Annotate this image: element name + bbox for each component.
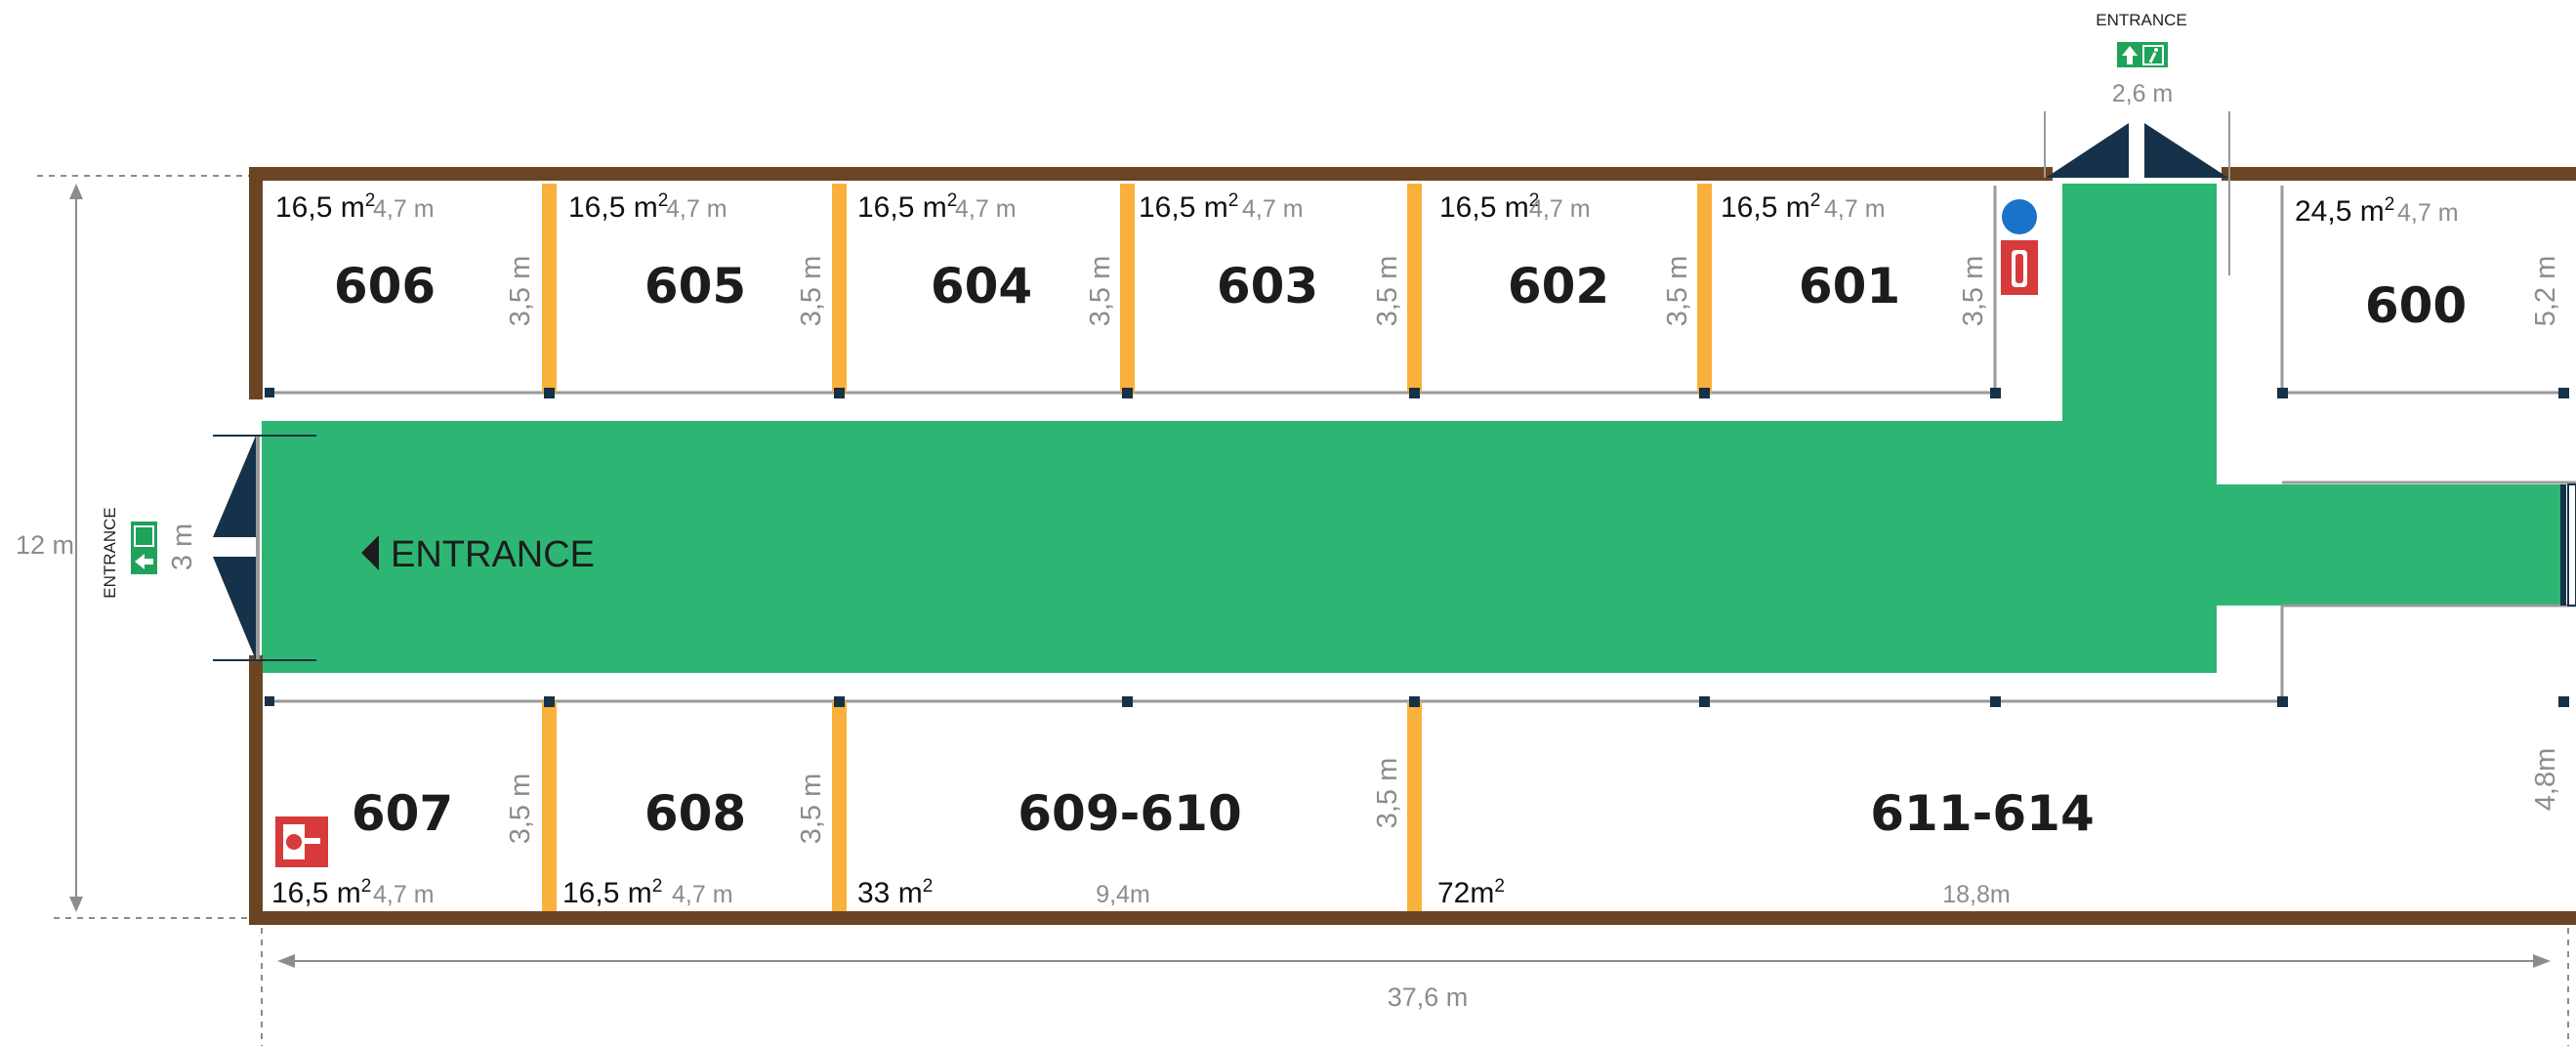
unit-size: 16,5 m2 bbox=[275, 190, 375, 224]
arrow-left-icon bbox=[361, 535, 379, 570]
unit-606[interactable]: 16,5 m2 4,7 m 606 3,5 m bbox=[275, 190, 536, 326]
fire-hose-icon bbox=[275, 816, 328, 867]
dim-arrow-bottom bbox=[69, 897, 83, 912]
unit-width: 4,7 m bbox=[373, 195, 435, 223]
unit-width: 4,7 m bbox=[666, 195, 727, 223]
unit-size: 16,5 m2 bbox=[271, 876, 371, 909]
west-exit-sign: ENTRANCE bbox=[101, 507, 119, 599]
unit-depth: 5,2 m bbox=[2530, 256, 2561, 327]
unit-size: 16,5 m2 bbox=[1721, 190, 1820, 224]
unit-depth: 3,5 m bbox=[1958, 256, 1989, 327]
dim-arrow-right bbox=[2533, 954, 2551, 968]
posts bbox=[265, 388, 2569, 707]
unit-depth: 4,8m bbox=[2530, 748, 2561, 811]
unit-size: 72m2 bbox=[1437, 876, 1505, 909]
east-door bbox=[2560, 483, 2576, 607]
west-entrance-doors[interactable] bbox=[213, 435, 316, 661]
unit-600[interactable]: 24,5 m2 4,7 m 600 5,2 m bbox=[2295, 194, 2561, 334]
corridor-entrance-label: ENTRANCE bbox=[391, 534, 595, 575]
exit-sign-icon bbox=[2117, 42, 2168, 67]
unit-size: 16,5 m2 bbox=[857, 190, 957, 224]
unit-number: 605 bbox=[644, 258, 746, 314]
unit-depth: 3,5 m bbox=[796, 774, 827, 845]
unit-width: 4,7 m bbox=[373, 881, 435, 908]
unit-dividers bbox=[542, 184, 1712, 911]
dimension-lines bbox=[37, 175, 2569, 1046]
unit-number: 609-610 bbox=[1018, 785, 1242, 842]
unit-size: 16,5 m2 bbox=[562, 876, 662, 909]
unit-width: 18,8m bbox=[1942, 881, 2010, 908]
unit-depth: 3,5 m bbox=[1372, 256, 1403, 327]
unit-depth: 3,5 m bbox=[1662, 256, 1693, 327]
unit-number: 604 bbox=[931, 258, 1032, 314]
unit-609-610[interactable]: 609-610 33 m2 9,4m 3,5 m bbox=[857, 758, 1403, 909]
unit-width: 4,7 m bbox=[2397, 199, 2459, 227]
unit-605[interactable]: 16,5 m2 4,7 m 605 3,5 m bbox=[568, 190, 827, 326]
unit-number: 600 bbox=[2365, 277, 2467, 334]
unit-size: 16,5 m2 bbox=[1439, 190, 1539, 224]
unit-size: 16,5 m2 bbox=[1139, 190, 1238, 224]
unit-size: 16,5 m2 bbox=[568, 190, 668, 224]
unit-width: 4,7 m bbox=[1529, 195, 1591, 223]
overall-height-label: 12 m bbox=[16, 530, 74, 560]
unit-size: 24,5 m2 bbox=[2295, 194, 2394, 228]
unit-602[interactable]: 16,5 m2 4,7 m 602 3,5 m bbox=[1439, 190, 1693, 326]
unit-601[interactable]: 16,5 m2 4,7 m 601 3,5 m bbox=[1721, 190, 1989, 326]
west-entrance-width: 3 m bbox=[167, 523, 198, 570]
unit-depth: 3,5 m bbox=[505, 774, 536, 845]
unit-depth: 3,5 m bbox=[1372, 758, 1403, 829]
unit-number: 602 bbox=[1508, 258, 1609, 314]
unit-width: 4,7 m bbox=[1824, 195, 1886, 223]
unit-608[interactable]: 608 16,5 m2 4,7 m 3,5 m bbox=[562, 774, 827, 909]
unit-width: 4,7 m bbox=[1242, 195, 1304, 223]
dim-arrow-top bbox=[69, 184, 83, 199]
unit-size: 33 m2 bbox=[857, 876, 933, 909]
walls bbox=[249, 167, 2576, 925]
unit-611-614[interactable]: 611-614 72m2 18,8m 4,8m bbox=[1437, 748, 2561, 909]
corridor bbox=[262, 184, 2562, 673]
unit-width: 9,4m bbox=[1096, 881, 1150, 908]
unit-depth: 3,5 m bbox=[796, 256, 827, 327]
unit-number: 606 bbox=[334, 258, 436, 314]
unit-number: 601 bbox=[1799, 258, 1900, 314]
unit-number: 608 bbox=[644, 785, 746, 842]
unit-number: 611-614 bbox=[1870, 785, 2095, 842]
unit-607[interactable]: 607 16,5 m2 4,7 m 3,5 m bbox=[271, 774, 536, 909]
unit-603[interactable]: 16,5 m2 4,7 m 603 3,5 m bbox=[1139, 190, 1403, 326]
north-entrance-width: 2,6 m bbox=[2112, 80, 2174, 107]
unit-604[interactable]: 16,5 m2 4,7 m 604 3,5 m bbox=[857, 190, 1116, 326]
fire-extinguisher-icon bbox=[2001, 240, 2038, 295]
unit-depth: 3,5 m bbox=[505, 256, 536, 327]
north-entrance-label: ENTRANCE bbox=[2096, 11, 2187, 29]
overall-width-label: 37,6 m bbox=[1388, 983, 1469, 1012]
north-entrance-doors[interactable] bbox=[2046, 123, 2228, 178]
unit-width: 4,7 m bbox=[955, 195, 1017, 223]
blue-marker-icon bbox=[2002, 199, 2037, 234]
unit-depth: 3,5 m bbox=[1085, 256, 1116, 327]
unit-number: 603 bbox=[1217, 258, 1318, 314]
dim-arrow-left bbox=[277, 954, 295, 968]
unit-width: 4,7 m bbox=[672, 881, 733, 908]
west-entrance-label: ENTRANCE bbox=[101, 507, 119, 599]
unit-number: 607 bbox=[352, 785, 453, 842]
exit-sign-icon bbox=[131, 522, 157, 574]
